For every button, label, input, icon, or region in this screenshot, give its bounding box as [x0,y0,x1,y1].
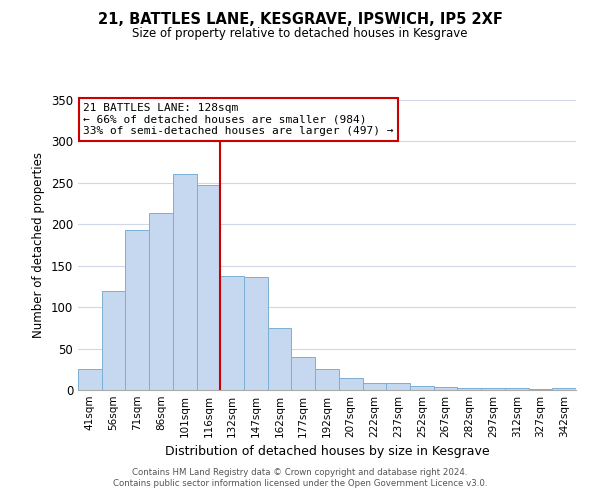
X-axis label: Distribution of detached houses by size in Kesgrave: Distribution of detached houses by size … [164,446,490,458]
Bar [197,184,220,390]
Bar [481,388,505,390]
Bar [410,386,434,390]
Bar [552,388,576,390]
Bar [362,384,386,390]
Bar [244,278,268,390]
Bar [125,230,149,390]
Bar [315,370,339,390]
Bar [268,328,292,390]
Text: Contains HM Land Registry data © Crown copyright and database right 2024.
Contai: Contains HM Land Registry data © Crown c… [113,468,487,487]
Text: 21 BATTLES LANE: 128sqm
← 66% of detached houses are smaller (984)
33% of semi-d: 21 BATTLES LANE: 128sqm ← 66% of detache… [83,103,394,136]
Bar [292,357,315,390]
Bar [339,378,362,390]
Bar [78,370,102,390]
Bar [102,290,125,390]
Y-axis label: Number of detached properties: Number of detached properties [32,152,46,338]
Bar [386,384,410,390]
Bar [529,389,552,390]
Bar [457,388,481,390]
Bar [149,212,173,390]
Bar [220,276,244,390]
Bar [173,174,197,390]
Text: Size of property relative to detached houses in Kesgrave: Size of property relative to detached ho… [132,28,468,40]
Bar [434,386,457,390]
Text: 21, BATTLES LANE, KESGRAVE, IPSWICH, IP5 2XF: 21, BATTLES LANE, KESGRAVE, IPSWICH, IP5… [98,12,502,28]
Bar [505,388,529,390]
